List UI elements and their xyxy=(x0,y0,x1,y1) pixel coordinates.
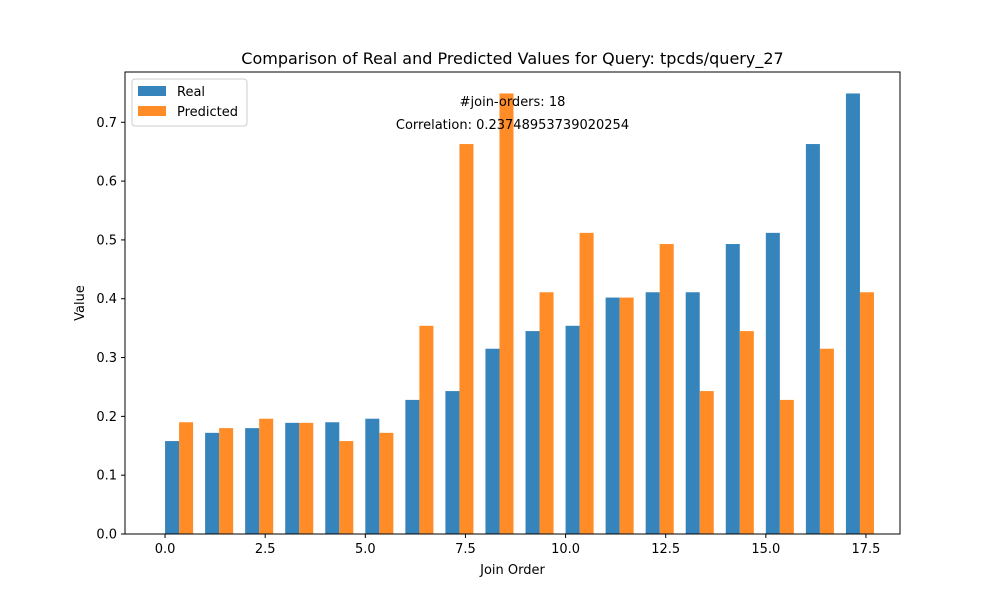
bar-real-0 xyxy=(165,441,180,534)
bar-predicted-9 xyxy=(539,292,554,534)
x-tick-label: 2.5 xyxy=(255,542,276,557)
bar-predicted-13 xyxy=(699,391,714,534)
x-tick-label: 10.0 xyxy=(551,542,580,557)
bar-predicted-16 xyxy=(819,348,834,534)
y-tick-label: 0.3 xyxy=(96,351,117,366)
bar-predicted-0 xyxy=(179,422,194,534)
bar-predicted-4 xyxy=(339,441,354,534)
legend-swatch-predicted xyxy=(138,106,166,116)
bar-real-13 xyxy=(685,292,700,534)
bar-real-12 xyxy=(645,292,660,534)
y-tick-label: 0.0 xyxy=(96,528,117,543)
bar-predicted-17 xyxy=(859,292,874,534)
bar-predicted-3 xyxy=(299,422,314,534)
bar-real-5 xyxy=(365,418,380,534)
bar-real-2 xyxy=(245,428,260,534)
bar-real-6 xyxy=(405,399,420,534)
bar-real-10 xyxy=(565,325,580,534)
join-orders-annotation: #join-orders: 18 xyxy=(460,95,566,110)
bar-real-15 xyxy=(765,232,780,534)
x-tick-label: 5.0 xyxy=(355,542,376,557)
y-axis-ticks: 0.0 0.1 0.2 0.3 0.4 0.5 0.6 0.7 xyxy=(96,116,125,543)
bar-real-17 xyxy=(845,93,860,534)
bar-predicted-5 xyxy=(379,432,394,534)
bar-predicted-12 xyxy=(659,244,674,534)
bar-predicted-14 xyxy=(739,331,754,534)
bar-real-3 xyxy=(285,422,300,534)
bar-predicted-8 xyxy=(499,93,514,534)
y-tick-label: 0.7 xyxy=(96,116,117,131)
bar-real-7 xyxy=(445,391,460,534)
bar-predicted-6 xyxy=(419,325,434,534)
y-tick-label: 0.2 xyxy=(96,410,117,425)
bar-predicted-2 xyxy=(259,418,274,534)
bar-real-16 xyxy=(805,144,820,534)
bar-real-11 xyxy=(605,297,620,534)
y-axis-label: Value xyxy=(73,285,88,321)
x-tick-label: 0.0 xyxy=(155,542,176,557)
bar-predicted-15 xyxy=(779,399,794,534)
bar-predicted-7 xyxy=(459,144,474,534)
y-tick-label: 0.6 xyxy=(96,175,117,190)
y-tick-label: 0.4 xyxy=(96,292,117,307)
bar-predicted-10 xyxy=(579,232,594,534)
correlation-annotation: Correlation: 0.23748953739020254 xyxy=(396,118,629,133)
x-tick-label: 12.5 xyxy=(651,542,680,557)
legend-label-real: Real xyxy=(177,85,205,100)
bar-predicted-11 xyxy=(619,297,634,534)
bar-real-8 xyxy=(485,348,500,534)
legend-swatch-real xyxy=(138,86,166,96)
bars-group xyxy=(165,93,874,534)
x-tick-label: 15.0 xyxy=(751,542,780,557)
y-tick-label: 0.5 xyxy=(96,233,117,248)
x-axis-label: Join Order xyxy=(479,563,545,578)
bar-predicted-1 xyxy=(219,428,234,534)
x-tick-label: 7.5 xyxy=(455,542,476,557)
legend-label-predicted: Predicted xyxy=(177,105,238,120)
bar-real-14 xyxy=(725,244,740,534)
plot-frame xyxy=(124,71,901,535)
bar-real-9 xyxy=(525,331,540,534)
bar-real-4 xyxy=(325,422,340,534)
x-axis-ticks: 0.0 2.5 5.0 7.5 10.0 12.5 15.0 17.5 xyxy=(155,534,880,557)
y-tick-label: 0.1 xyxy=(96,469,117,484)
bar-real-1 xyxy=(205,432,220,534)
chart-title: Comparison of Real and Predicted Values … xyxy=(241,49,783,69)
legend: Real Predicted xyxy=(131,78,248,127)
x-tick-label: 17.5 xyxy=(851,542,880,557)
